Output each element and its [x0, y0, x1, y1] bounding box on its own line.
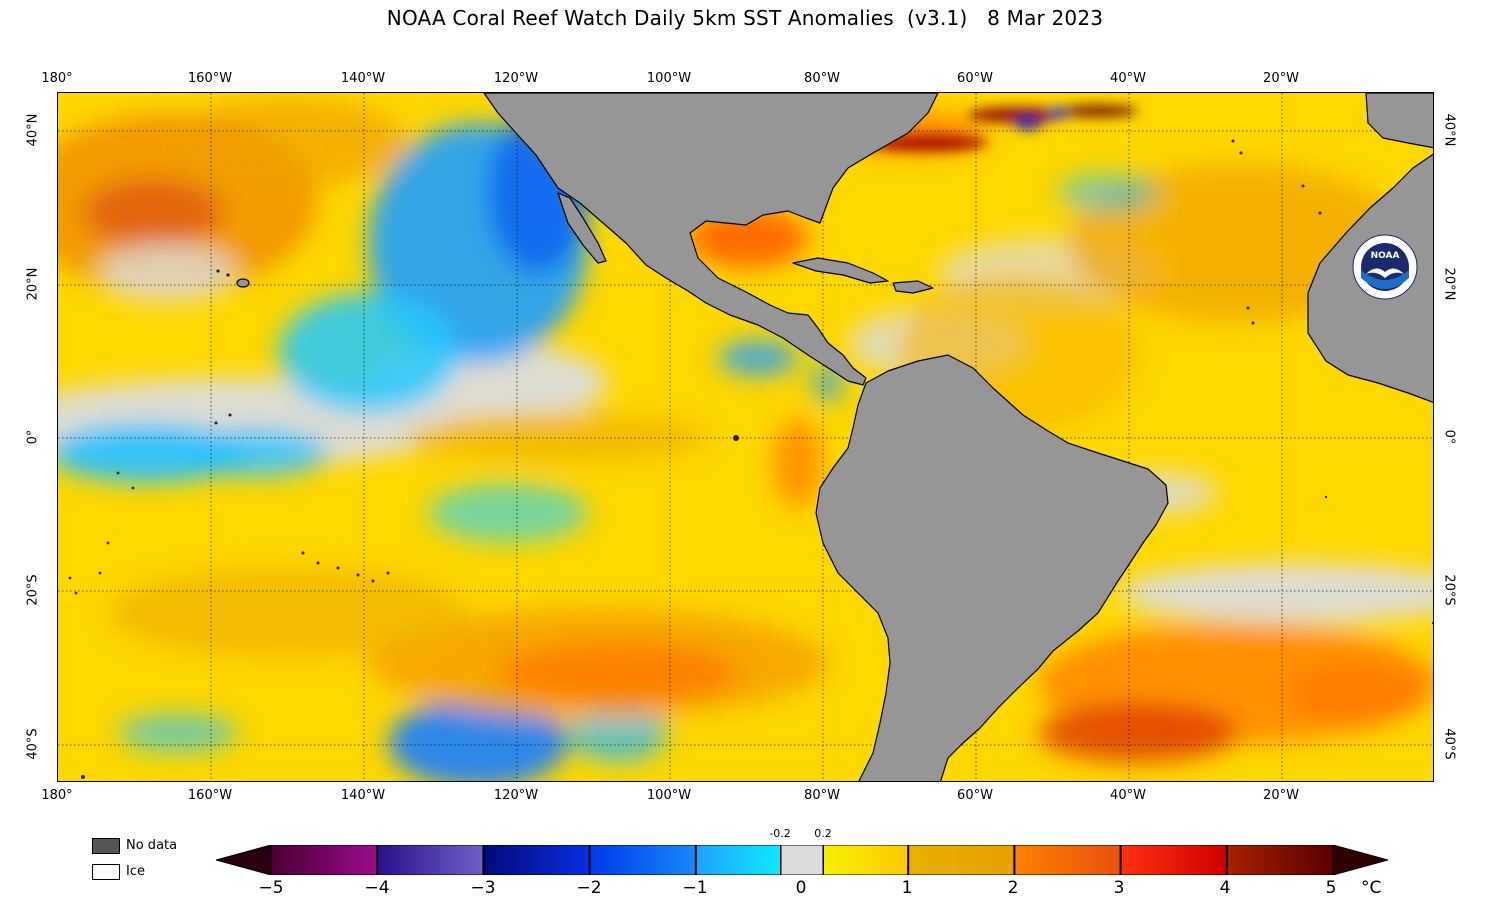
- colorbar-tick: −5: [258, 878, 284, 898]
- lat-label-left: 40°S: [25, 728, 41, 760]
- no-data-swatch: [92, 838, 120, 854]
- lat-label-left: 40°N: [25, 113, 41, 147]
- baja-california: [557, 192, 607, 264]
- colorbar-tick: 1: [901, 878, 913, 898]
- colorbar: [216, 845, 1388, 875]
- lon-label-top: 40°W: [1110, 71, 1146, 86]
- lon-label-top: 20°W: [1263, 71, 1299, 86]
- lon-label-top: 60°W: [957, 71, 993, 86]
- ice-swatch: [92, 864, 120, 880]
- colorbar-gradient: [270, 845, 1334, 875]
- lon-label-top: 80°W: [804, 71, 840, 86]
- lat-label-right: 40°N: [1441, 113, 1457, 147]
- landmasses: [236, 93, 1433, 781]
- ice-label: Ice: [126, 864, 145, 879]
- lat-label-left: 20°N: [25, 267, 41, 301]
- sst-anomaly-map[interactable]: [57, 92, 1434, 782]
- lon-label-top: 100°W: [646, 71, 692, 86]
- lon-label-top: 180°: [41, 71, 73, 86]
- colorbar-unit: °C: [1361, 878, 1382, 898]
- lat-label-left: 20°S: [25, 574, 41, 606]
- colorbar-tick: 2: [1007, 878, 1019, 898]
- lat-label-left: 0°: [25, 429, 41, 445]
- lon-label-bottom: 120°W: [493, 788, 539, 803]
- noaa-logo-text: NOAA: [1371, 251, 1400, 261]
- iberia-land: [1365, 93, 1433, 149]
- colorbar-tick: 4: [1219, 878, 1231, 898]
- hawaii-island: [236, 278, 250, 288]
- lon-label-bottom: 20°W: [1263, 788, 1299, 803]
- colorbar-tick: 5: [1325, 878, 1337, 898]
- north-america-land: [483, 93, 939, 386]
- colorbar-high-extension: [1332, 845, 1388, 875]
- lon-label-top: 140°W: [340, 71, 386, 86]
- lat-label-right: 20°S: [1441, 574, 1457, 606]
- lat-label-right: 20°N: [1441, 267, 1457, 301]
- colorbar-small-tick: -0.2: [769, 827, 791, 840]
- no-data-label: No data: [126, 838, 178, 853]
- lon-label-bottom: 60°W: [957, 788, 993, 803]
- noaa-logo: NOAA: [1352, 234, 1418, 300]
- lon-label-bottom: 160°W: [187, 788, 233, 803]
- lon-label-bottom: 100°W: [646, 788, 692, 803]
- colorbar-dividers: [376, 845, 1228, 875]
- colorbar-low-extension: [216, 845, 272, 875]
- colorbar-tick: −4: [364, 878, 390, 898]
- hispaniola-island: [892, 280, 934, 294]
- south-america-land: [815, 354, 1169, 781]
- map-canvas: [58, 93, 1433, 781]
- lon-label-top: 120°W: [493, 71, 539, 86]
- colorbar-tick: 0: [795, 878, 807, 898]
- map-title: NOAA Coral Reef Watch Daily 5km SST Anom…: [386, 6, 1104, 30]
- island-specks: [68, 139, 1433, 779]
- cuba-island: [792, 257, 889, 284]
- lon-label-bottom: 40°W: [1110, 788, 1146, 803]
- colorbar-tick: 3: [1113, 878, 1125, 898]
- colorbar-small-tick: 0.2: [814, 827, 832, 840]
- colorbar-tick: −3: [470, 878, 496, 898]
- lon-label-bottom: 180°: [41, 788, 73, 803]
- lat-label-right: 0°: [1441, 429, 1457, 445]
- colorbar-tick: −2: [576, 878, 602, 898]
- lon-label-top: 160°W: [187, 71, 233, 86]
- anomaly-field: [58, 98, 1433, 781]
- colorbar-tick: −1: [682, 878, 708, 898]
- lon-label-bottom: 80°W: [804, 788, 840, 803]
- lon-label-bottom: 140°W: [340, 788, 386, 803]
- lat-label-right: 40°S: [1441, 728, 1457, 760]
